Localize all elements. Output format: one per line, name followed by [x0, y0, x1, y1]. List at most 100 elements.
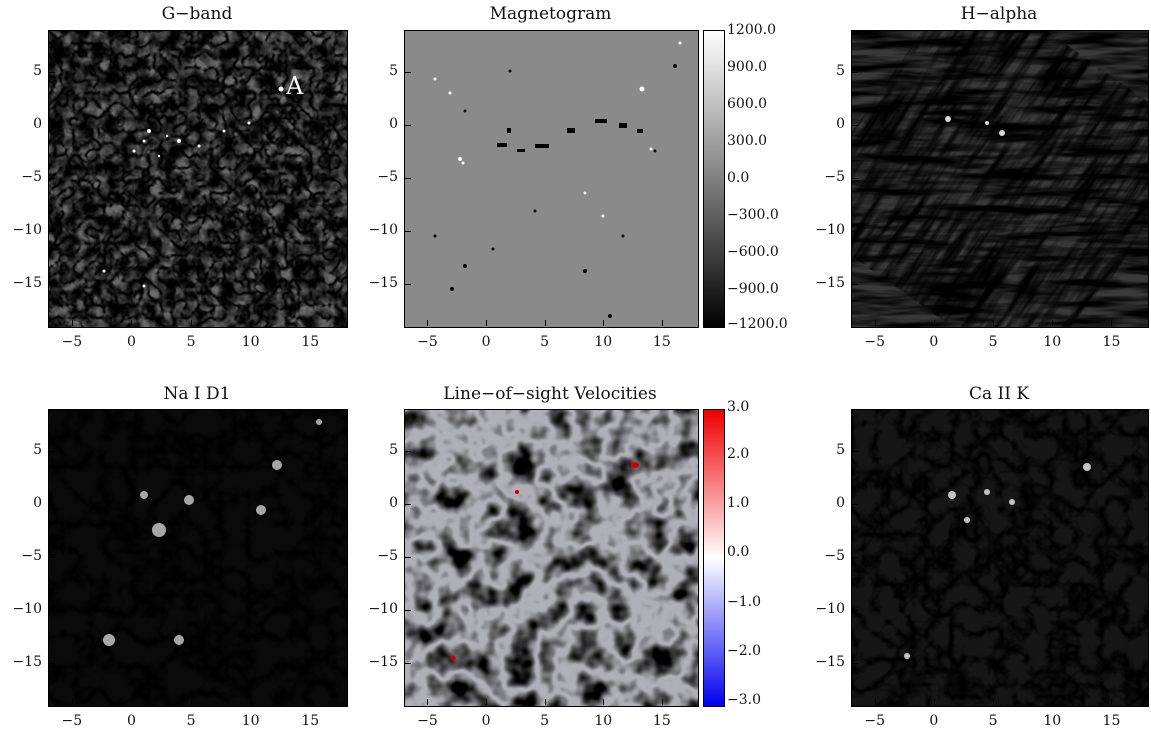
colorbar-label: 600.0 [727, 96, 768, 112]
h-alpha-texture [852, 31, 1148, 327]
colorbar-label: −3.0 [727, 692, 761, 708]
panel-title: G−band [161, 4, 233, 24]
y-tick-mark [852, 451, 858, 453]
y-tick-mark [405, 72, 411, 74]
x-tick-mark [1052, 320, 1054, 326]
x-tick-mark [661, 320, 663, 326]
x-tick-mark [71, 320, 73, 326]
velocity-texture [405, 410, 698, 706]
y-tick-label: 5 [33, 442, 42, 459]
y-tick-mark [405, 504, 411, 506]
y-tick-mark [405, 283, 411, 285]
x-tick-label: −5 [864, 334, 885, 350]
x-tick-label: −5 [61, 713, 83, 729]
x-tick-mark [933, 320, 935, 326]
y-tick-label: 0 [836, 495, 845, 512]
x-tick-mark [603, 320, 605, 326]
y-tick-label: −15 [815, 653, 845, 670]
x-tick-label: −5 [417, 334, 438, 350]
x-tick-label: 5 [988, 334, 998, 350]
x-tick-label: 0 [126, 713, 136, 729]
colorbar-label: 0.0 [727, 544, 750, 560]
y-tick-mark [405, 557, 411, 558]
y-tick-mark [49, 662, 55, 664]
y-tick-label: 5 [836, 442, 845, 459]
x-tick-label: 15 [1102, 334, 1121, 350]
h-alpha-image [851, 30, 1149, 328]
y-tick-mark [49, 230, 55, 232]
colorbar-label: 3.0 [727, 399, 750, 415]
panel-title: Line−of−sight Velocities [443, 384, 657, 404]
x-tick-mark [191, 699, 193, 705]
x-tick-mark [661, 699, 663, 705]
y-tick-mark [405, 178, 411, 179]
x-tick-label: 10 [241, 334, 260, 350]
y-tick-mark [852, 125, 858, 127]
x-tick-mark [874, 320, 876, 326]
y-tick-label: −10 [12, 600, 42, 617]
x-tick-label: 10 [1043, 713, 1062, 729]
colorbar-label: −300.0 [727, 207, 779, 223]
y-tick-mark [852, 230, 858, 232]
y-tick-label: −5 [824, 169, 845, 185]
colorbar-label: −600.0 [727, 244, 779, 260]
x-tick-mark [486, 699, 488, 705]
x-tick-label: 0 [481, 334, 491, 350]
y-tick-mark [49, 283, 55, 285]
y-tick-mark [852, 72, 858, 74]
y-tick-mark [405, 125, 411, 127]
x-tick-mark [310, 699, 312, 705]
x-tick-label: 0 [929, 334, 939, 350]
y-tick-mark [49, 72, 55, 74]
x-tick-mark [250, 699, 252, 705]
g-band-texture [49, 31, 347, 327]
y-tick-label: −5 [377, 548, 398, 564]
y-tick-label: 5 [389, 442, 398, 459]
y-tick-mark [49, 609, 55, 611]
y-tick-mark [405, 230, 411, 232]
x-tick-label: 5 [540, 334, 550, 350]
x-tick-mark [191, 320, 193, 326]
y-tick-label: −10 [815, 600, 845, 617]
y-tick-mark [49, 451, 55, 453]
colorbar-label: 1.0 [727, 495, 750, 511]
x-tick-mark [486, 320, 488, 326]
y-tick-label: −10 [12, 221, 42, 238]
x-tick-mark [993, 699, 995, 705]
x-tick-mark [933, 699, 935, 705]
panel-title: H−alpha [960, 4, 1038, 24]
na-i-d1-texture [49, 410, 347, 706]
colorbar-label: 2.0 [727, 446, 750, 462]
colorbar-label: −900.0 [727, 281, 779, 297]
y-tick-label: 0 [33, 116, 42, 133]
colorbar-label: −1200.0 [727, 316, 788, 332]
y-tick-mark [852, 283, 858, 285]
x-tick-mark [874, 699, 876, 705]
x-tick-label: 10 [594, 713, 613, 729]
y-tick-label: −15 [815, 274, 845, 291]
g-band-image [48, 30, 348, 328]
y-tick-mark [852, 662, 858, 664]
y-tick-mark [405, 662, 411, 664]
y-tick-label: −5 [377, 169, 398, 185]
y-tick-mark [852, 504, 858, 506]
colorbar-label: −1.0 [727, 594, 761, 610]
velocity-colorbar [703, 409, 725, 707]
y-tick-label: 0 [33, 495, 42, 512]
x-tick-label: −5 [417, 713, 438, 729]
x-tick-label: 10 [241, 713, 260, 729]
colorbar-label: 300.0 [727, 133, 768, 149]
y-tick-label: −5 [21, 548, 42, 564]
x-tick-label: 15 [301, 713, 320, 729]
x-tick-mark [993, 320, 995, 326]
y-tick-mark [49, 557, 55, 558]
y-tick-mark [405, 609, 411, 611]
y-tick-label: −15 [12, 274, 42, 291]
y-tick-label: −10 [815, 221, 845, 238]
x-tick-mark [427, 699, 429, 705]
magnetogram-texture [405, 31, 698, 327]
y-tick-label: −5 [824, 548, 845, 564]
x-tick-mark [1052, 699, 1054, 705]
x-tick-label: 15 [652, 713, 671, 729]
x-tick-label: 5 [540, 713, 550, 729]
